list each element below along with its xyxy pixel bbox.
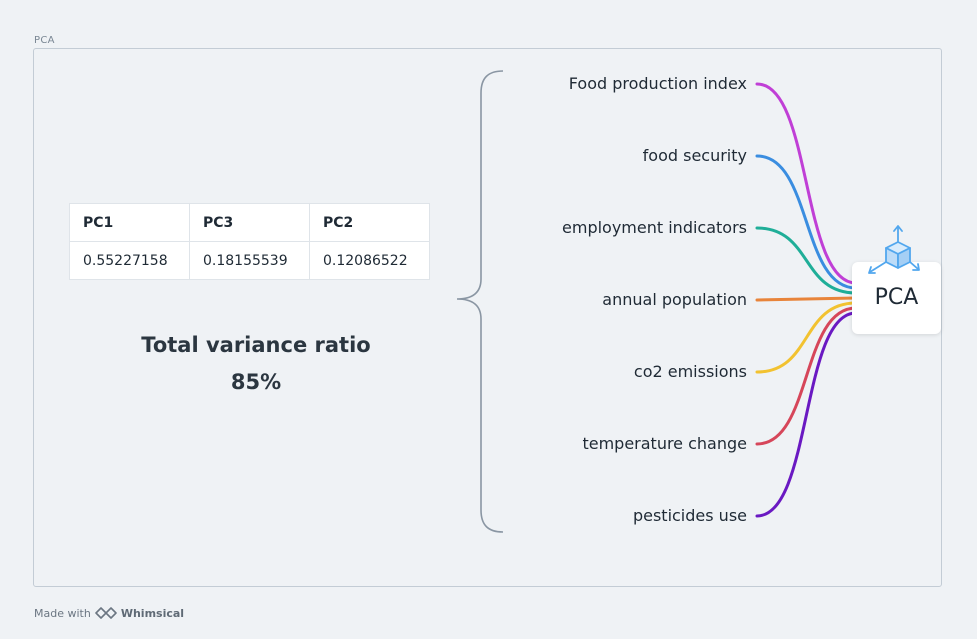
list-item: co2 emissions — [633, 362, 747, 381]
connector-line — [755, 306, 858, 446]
list-item: temperature change — [582, 434, 747, 453]
table-cell: 0.55227158 — [69, 241, 190, 280]
total-variance-title: Total variance ratio — [141, 333, 371, 357]
pca-node[interactable]: PCA — [852, 262, 941, 334]
connector-line — [755, 82, 858, 285]
connector-line — [755, 226, 858, 295]
footer-brand: Whimsical — [120, 606, 185, 620]
pca-node-label: PCA — [874, 285, 919, 310]
list-item: employment indicators — [562, 218, 747, 237]
list-item: pesticides use — [632, 506, 747, 525]
connector-line — [755, 311, 858, 518]
total-variance: Total variance ratio 85% — [96, 327, 416, 401]
table-row: 0.55227158 0.18155539 0.12086522 — [69, 241, 430, 280]
table-cell: 0.12086522 — [309, 241, 430, 280]
frame-label: PCA — [34, 35, 55, 46]
list-item: annual population — [602, 290, 747, 309]
list-item: Food production index — [568, 74, 747, 93]
footer-prefix: Made with — [34, 606, 91, 620]
connector-line — [755, 154, 858, 290]
total-variance-value: 85% — [230, 370, 282, 394]
footer: Made with Whimsical — [34, 606, 184, 620]
table-cell: 0.18155539 — [189, 241, 310, 280]
whimsical-logo-icon — [95, 607, 117, 619]
connector-line — [755, 296, 858, 302]
pc-table: PC1 PC3 PC2 0.55227158 0.18155539 0.1208… — [69, 203, 430, 280]
frame — [33, 48, 942, 587]
curly-brace — [456, 70, 504, 533]
list-item: food security — [642, 146, 747, 165]
connector-line — [755, 301, 858, 374]
cube-axes-icon — [868, 225, 920, 274]
